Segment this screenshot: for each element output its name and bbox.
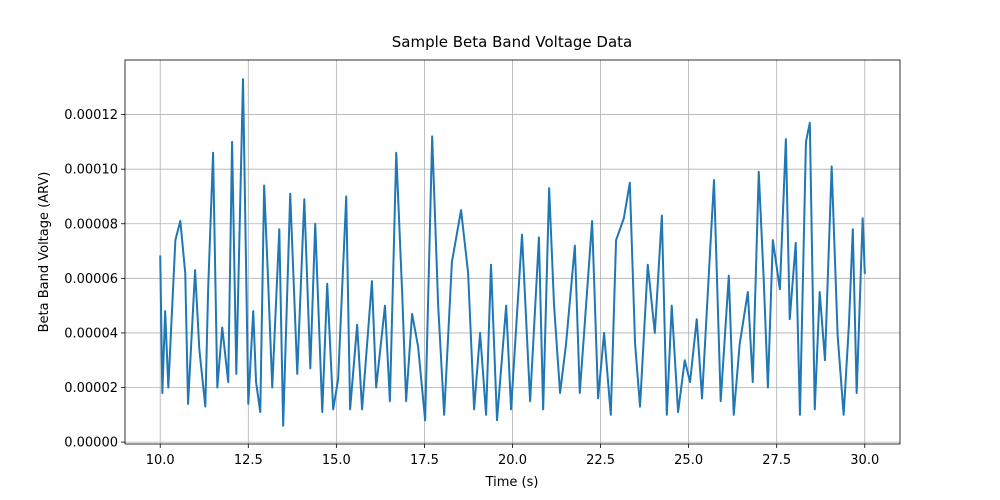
y-tick-label: 0.00000	[64, 436, 118, 451]
y-tick-label: 0.00004	[64, 326, 118, 341]
x-tick-label: 22.5	[586, 453, 615, 468]
x-tick-label: 12.5	[234, 453, 263, 468]
x-tick-label: 27.5	[762, 453, 791, 468]
x-tick-label: 30.0	[850, 453, 879, 468]
x-axis-label: Time (s)	[485, 475, 539, 490]
y-tick-label: 0.00002	[64, 381, 118, 396]
y-tick-label: 0.00012	[64, 108, 118, 123]
x-tick-label: 17.5	[410, 453, 439, 468]
y-axis-label: Beta Band Voltage (ARV)	[37, 172, 52, 333]
data-line	[159, 78, 866, 427]
y-tick-label: 0.00008	[64, 217, 118, 232]
x-tick-label: 10.0	[146, 453, 175, 468]
chart-title: Sample Beta Band Voltage Data	[392, 33, 633, 51]
x-tick-label: 15.0	[322, 453, 351, 468]
x-tick-label: 25.0	[674, 453, 703, 468]
y-tick-label: 0.00010	[64, 163, 118, 178]
y-tick-label: 0.00006	[64, 272, 118, 287]
x-tick-label: 20.0	[498, 453, 527, 468]
plot-frame	[124, 59, 901, 445]
